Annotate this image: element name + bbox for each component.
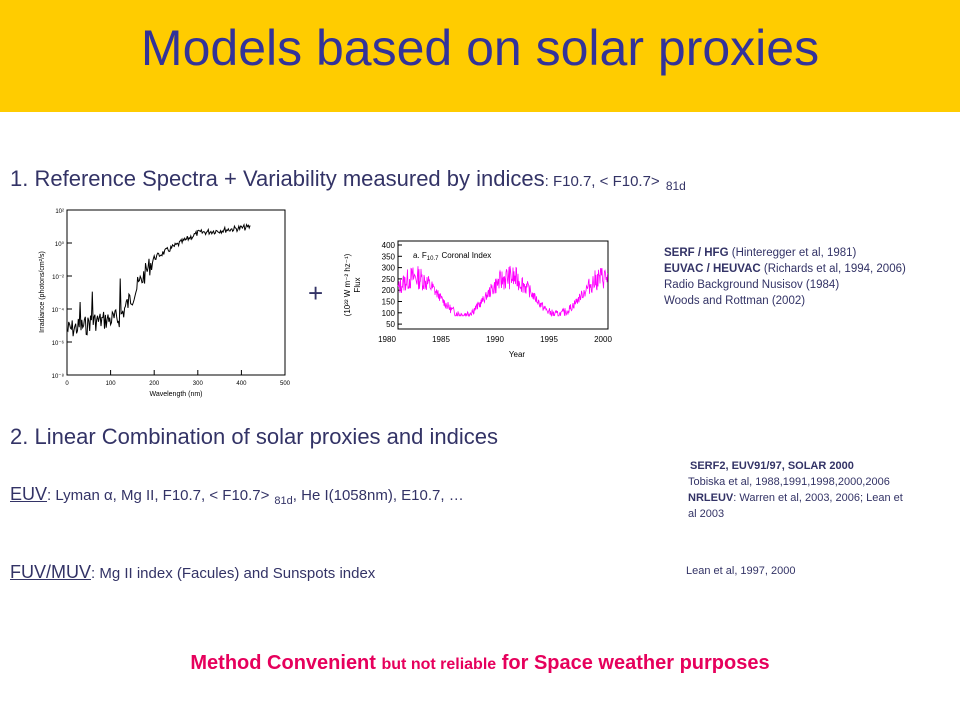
f107-xtick-label: 1995: [540, 335, 558, 344]
references-group1: SERF / HFG (Hinteregger et al, 1981) EUV…: [664, 245, 906, 309]
section1-text: Reference Spectra + Variability measured…: [34, 166, 545, 191]
f107-panel-label: a. F10.7 Coronal Index: [413, 251, 491, 262]
f107-ylabel: Flux: [353, 277, 362, 292]
spectrum-ylabel: Irradiance (photons/cm²/s): [39, 251, 46, 333]
f107-ytick-label: 150: [382, 298, 396, 307]
euv-line: EUV: Lyman α, Mg II, F10.7, < F10.7> 81d…: [10, 484, 464, 507]
spectrum-xtick-label: 300: [193, 381, 204, 387]
section2-number: 2.: [10, 424, 29, 449]
ref2-line1: SERF2, EUV91/97, SOLAR 2000: [690, 460, 854, 472]
spectrum-xtick-label: 100: [106, 381, 117, 387]
ref1-line4: Woods and Rottman (2002): [664, 295, 806, 307]
spectrum-ytick-label: 10⁻⁸: [52, 373, 65, 380]
spectrum-ytick-label: 10²: [55, 209, 64, 215]
f107-ytick-label: 100: [382, 309, 396, 318]
euv-proxies: : Lyman α, Mg II, F10.7, < F10.7>: [47, 487, 270, 504]
references-group2: SERF2, EUV91/97, SOLAR 2000 Tobiska et a…: [688, 458, 903, 522]
f107-ytick-label: 400: [382, 241, 396, 250]
fuv-muv-label: FUV/MUV: [10, 562, 91, 582]
spectrum-ytick-label: 10⁻²: [52, 275, 64, 281]
f107-plot-frame: [397, 240, 609, 330]
section2-heading: 2. Linear Combination of solar proxies a…: [10, 424, 498, 450]
spectrum-xtick-label: 0: [65, 381, 69, 387]
conclusion-part3: for Space weather purposes: [501, 652, 770, 674]
f107-series-line: [397, 265, 609, 318]
f107-xtick-label: 1990: [486, 335, 504, 344]
ref1-line1: SERF / HFG (Hinteregger et al, 1981): [664, 247, 857, 259]
fuv-muv-line: FUV/MUV: Mg II index (Facules) and Sunsp…: [10, 562, 375, 583]
section1-heading: 1. Reference Spectra + Variability measu…: [10, 166, 686, 193]
f107-ytick-label: 200: [382, 286, 396, 295]
f107-xtick-label: 1985: [432, 335, 450, 344]
conclusion-part1: Method Convenient: [190, 652, 376, 674]
conclusion-part2: but not reliable: [381, 656, 497, 673]
ref1-line3: Radio Background Nusisov (1984): [664, 279, 840, 291]
f107-xlabel: Year: [509, 350, 526, 359]
f107-ytick-label: 50: [386, 320, 395, 329]
section2-text: Linear Combination of solar proxies and …: [34, 424, 498, 449]
conclusion-statement: Method Convenient but not reliable for S…: [0, 652, 960, 675]
title-banner: [0, 0, 960, 112]
spectrum-plot-frame: [66, 209, 286, 376]
spectrum-ytick-label: 10⁰: [55, 241, 65, 248]
euv-proxies-cont: , He I(1058nm), E10.7, …: [292, 487, 464, 504]
ref2-line2: Tobiska et al, 1988,1991,1998,2000,2006: [688, 476, 890, 488]
references-group3: Lean et al, 1997, 2000: [686, 565, 796, 577]
section1-number: 1.: [10, 166, 29, 191]
euv-label: EUV: [10, 484, 48, 504]
spectrum-ytick-label: 10⁻⁶: [52, 340, 65, 347]
fuv-muv-proxies: : Mg II index (Facules) and Sunspots ind…: [91, 565, 376, 582]
spectrum-xtick-label: 400: [236, 381, 247, 387]
spectrum-ytick-label: 10⁻⁴: [52, 307, 65, 314]
section1-indices: : F10.7, < F10.7>: [544, 173, 660, 190]
ref1-line2: EUVAC / HEUVAC (Richards et al, 1994, 20…: [664, 263, 906, 275]
slide-title: Models based on solar proxies: [140, 20, 820, 76]
f107-coronal-index-plot: 400 350 300 250 200 150 100 50 1980 1985 1990 1995…: [343, 240, 612, 359]
f107-xtick-label: 2000: [594, 335, 612, 344]
ref2-line4: al 2003: [688, 508, 725, 520]
section1-subscript: 81d: [665, 179, 686, 193]
plus-sign: +: [308, 278, 324, 308]
spectrum-xtick-label: 500: [280, 381, 291, 387]
f107-ytick-label: 300: [382, 264, 396, 273]
ref2-line3: NRLEUV: Warren et al, 2003, 2006; Lean e…: [688, 492, 903, 504]
spectrum-xtick-label: 200: [149, 381, 160, 387]
f107-xtick-label: 1980: [378, 335, 396, 344]
spectrum-line: [66, 223, 251, 337]
f107-ytick-label: 250: [382, 275, 396, 284]
euv-subscript: 81d: [274, 495, 293, 507]
f107-ylabel-units: (10²² W m⁻² hz⁻¹): [343, 253, 352, 316]
f107-ytick-label: 350: [382, 252, 396, 261]
spectrum-xlabel: Wavelength (nm): [149, 391, 202, 398]
